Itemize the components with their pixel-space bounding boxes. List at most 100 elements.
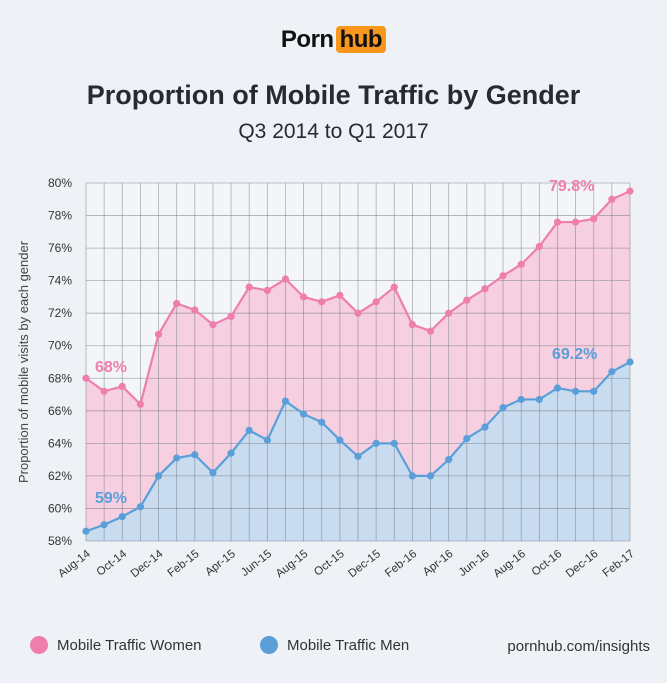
men-data-point: [499, 403, 507, 412]
x-tick-label: Apr-15: [203, 548, 238, 579]
men-data-point: [191, 451, 199, 459]
men-data-point: [318, 418, 326, 426]
men-data-point: [227, 449, 235, 457]
x-tick-label: Oct-15: [312, 548, 347, 579]
logo-text-porn: Porn: [280, 26, 334, 53]
women-data-point: [463, 296, 471, 304]
women-data-point: [354, 309, 362, 317]
men-data-point: [136, 503, 144, 511]
y-tick-label: 72%: [48, 306, 72, 320]
men-data-point: [173, 454, 181, 462]
legend: Mobile Traffic Women Mobile Traffic Men …: [30, 636, 650, 662]
men-data-point: [445, 456, 453, 464]
x-tick-label: Aug-15: [274, 548, 311, 580]
x-tick-label: Dec-14: [129, 548, 166, 581]
annotation-women-start: 68%: [95, 359, 127, 376]
men-data-point: [336, 436, 344, 444]
women-data-point: [481, 285, 489, 293]
x-tick-label: Feb-17: [601, 548, 637, 580]
women-data-point: [300, 293, 308, 301]
y-tick-label: 60%: [48, 501, 72, 515]
y-tick-label: 76%: [48, 241, 72, 255]
women-data-point: [590, 215, 598, 223]
men-data-point: [354, 452, 362, 460]
annotation-men-end: 69.2%: [552, 346, 597, 363]
y-tick-label: 64%: [48, 436, 72, 450]
men-data-point: [590, 387, 598, 395]
men-data-point: [517, 395, 525, 404]
men-data-point: [281, 397, 290, 405]
men-data-point: [408, 472, 416, 480]
pornhub-logo: Porn hub: [0, 26, 667, 54]
x-tick-label: Dec-16: [564, 548, 601, 580]
men-data-point: [553, 384, 562, 392]
women-data-point: [426, 327, 435, 335]
chart-subtitle: Q3 2014 to Q1 2017: [238, 120, 429, 143]
x-tick-label: Apr-16: [421, 548, 456, 579]
men-data-point: [154, 472, 163, 480]
y-tick-label: 68%: [48, 371, 72, 385]
y-tick-label: 70%: [48, 339, 72, 353]
men-data-point: [390, 439, 398, 447]
y-tick-label: 74%: [48, 274, 72, 288]
legend-item-women: Mobile Traffic Women: [30, 636, 202, 654]
x-tick-label: Feb-15: [166, 548, 202, 580]
x-tick-label: Jun-16: [457, 548, 492, 579]
x-tick-label: Jun-15: [239, 548, 274, 579]
men-data-point: [263, 436, 271, 444]
men-data-point: [372, 439, 380, 447]
x-tick-label: Feb-16: [383, 548, 419, 580]
x-tick-label: Aug-16: [491, 548, 528, 580]
women-data-point: [281, 275, 290, 283]
women-data-point: [245, 283, 253, 291]
women-data-point: [263, 286, 271, 294]
y-tick-label: 66%: [48, 404, 72, 418]
women-data-point: [154, 330, 163, 338]
legend-label-women: Mobile Traffic Women: [57, 636, 202, 654]
women-data-point: [372, 298, 380, 306]
women-data-point: [390, 283, 398, 291]
men-data-point: [608, 368, 616, 376]
chart-title: Proportion of Mobile Traffic by Gender: [86, 80, 581, 110]
women-data-point: [535, 242, 543, 251]
y-tick-label: 78%: [48, 209, 72, 223]
source-link[interactable]: pornhub.com/insights: [507, 638, 650, 655]
y-axis-label: Proportion of mobile visits by each gend…: [16, 240, 31, 483]
legend-item-men: Mobile Traffic Men: [260, 636, 409, 654]
men-data-point: [481, 423, 489, 431]
men-data-point: [300, 410, 308, 418]
women-data-point: [608, 195, 616, 203]
women-data-point: [318, 298, 326, 306]
x-tick-label: Oct-14: [95, 548, 130, 579]
men-data-point: [626, 358, 634, 366]
women-data-point: [336, 291, 344, 299]
men-area-fill: [86, 362, 630, 541]
y-tick-label: 80%: [48, 176, 72, 190]
x-tick-label: Dec-15: [346, 548, 383, 580]
men-data-point: [118, 512, 126, 521]
men-data-point: [209, 469, 217, 477]
women-data-point: [191, 306, 199, 314]
women-data-point: [408, 320, 416, 329]
men-data-point: [245, 426, 253, 434]
women-data-point: [209, 320, 217, 329]
women-data-point: [553, 218, 562, 226]
men-data-point: [82, 527, 90, 535]
x-tick-label: Oct-16: [530, 548, 565, 579]
women-data-point: [136, 400, 144, 408]
women-data-point: [118, 382, 126, 391]
men-data-point: [463, 434, 471, 443]
legend-marker-men: [260, 636, 278, 654]
women-data-point: [82, 374, 90, 382]
x-tick-label: Aug-14: [56, 548, 93, 581]
women-data-point: [499, 272, 507, 280]
women-data-point: [173, 299, 181, 308]
men-data-point: [426, 472, 435, 480]
annotation-women-end: 79.8%: [549, 178, 594, 195]
y-tick-label: 62%: [48, 469, 72, 483]
grid-lines: [85, 182, 631, 542]
line-area-chart: 58% 60% 62% 64% 66% 68% 70% 72% 74% 76% 78% 80% Aug-…: [16, 176, 637, 581]
men-data-point: [535, 395, 543, 404]
women-data-point: [626, 187, 634, 195]
